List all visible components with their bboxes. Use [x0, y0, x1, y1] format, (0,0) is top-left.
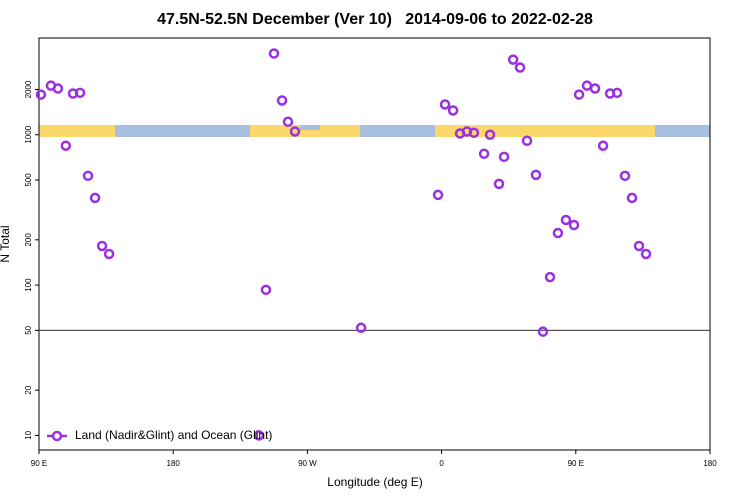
data-point — [447, 105, 459, 116]
x-tick-label: 180 — [167, 459, 181, 468]
data-point — [521, 135, 533, 147]
legend-marker — [51, 430, 63, 442]
data-point — [597, 140, 609, 151]
y-tick-label: 50 — [24, 325, 33, 334]
data-point — [560, 214, 572, 226]
data-point — [552, 227, 564, 239]
data-point — [544, 271, 556, 283]
y-tick-label: 20 — [24, 385, 33, 394]
x-tick-label: 90 E — [31, 459, 47, 468]
data-point — [468, 127, 480, 139]
data-point — [96, 240, 108, 252]
data-point — [573, 89, 585, 100]
chart-title: 47.5N-52.5N December (Ver 10) 2014-09-06… — [157, 11, 593, 28]
data-point — [498, 151, 510, 163]
x-tick-label: 180 — [703, 459, 717, 468]
plot-frame — [38, 37, 711, 451]
legend-label: Land (Nadir&Glint) and Ocean (Glint) — [75, 428, 272, 442]
data-point — [478, 148, 490, 160]
data-point — [35, 89, 47, 100]
data-point — [611, 87, 623, 99]
data-point — [439, 99, 451, 110]
y-tick-label: 10 — [24, 430, 33, 439]
x-tick-label: 0 — [439, 459, 444, 468]
data-point — [530, 169, 542, 181]
data-point — [82, 170, 94, 182]
y-tick-label: 1000 — [24, 125, 33, 143]
data-point — [589, 83, 601, 94]
data-point — [276, 95, 288, 106]
data-point — [484, 129, 496, 140]
x-tick-label: 90 W — [298, 459, 317, 468]
data-point — [514, 62, 526, 73]
data-point — [253, 430, 265, 441]
data-point — [103, 248, 115, 260]
data-point — [537, 326, 549, 337]
data-point — [89, 192, 101, 204]
y-tick-label: 200 — [24, 233, 33, 247]
data-point — [633, 240, 645, 252]
data-point — [432, 189, 444, 201]
y-tick-label: 100 — [24, 278, 33, 292]
data-point — [282, 116, 294, 128]
x-tick-label: 90 E — [568, 459, 584, 468]
data-point — [619, 170, 631, 182]
y-axis-label: N Total — [0, 225, 12, 262]
data-point — [260, 284, 272, 296]
y-tick-label: 2000 — [24, 80, 33, 98]
data-point — [626, 192, 638, 204]
y-tick-label: 500 — [24, 173, 33, 187]
data-point — [289, 126, 301, 137]
data-point — [52, 83, 64, 94]
data-point — [268, 48, 280, 59]
data-point — [355, 322, 367, 334]
data-point — [60, 140, 72, 151]
data-point — [640, 248, 652, 260]
data-point — [581, 80, 593, 91]
data-point — [74, 87, 86, 99]
data-point — [568, 219, 580, 231]
land-ocean-stripe — [39, 125, 710, 137]
x-axis-label: Longitude (deg E) — [327, 475, 422, 489]
data-point — [493, 178, 505, 190]
data-point — [507, 54, 519, 65]
